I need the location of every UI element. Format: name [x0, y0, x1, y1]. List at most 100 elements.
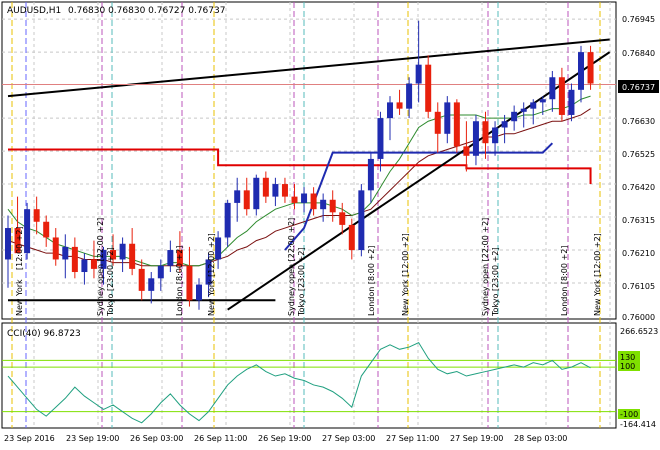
- candle-body: [5, 228, 11, 260]
- session-label: New York [12:00 +2]: [593, 233, 602, 316]
- candle-body: [167, 250, 174, 266]
- candle-body: [415, 64, 422, 84]
- candle-body: [71, 246, 78, 273]
- candle-body: [43, 221, 50, 238]
- indicator-pane-border: [1, 322, 617, 429]
- session-label: Sydney open [22:00 +2]: [287, 218, 296, 316]
- price-tick: 0.76630: [622, 117, 655, 126]
- current-price-label: 0.76737: [622, 83, 655, 92]
- candle-body: [367, 158, 374, 191]
- time-axis: 23 Sep 2016 23 Sep 19:00 26 Sep 03:00 26…: [4, 434, 567, 443]
- candle-body: [52, 237, 59, 260]
- price-axis: 0.76945 0.76840 0.76630 0.76525 0.76420 …: [622, 15, 655, 322]
- session-label: London [8:00 +2]: [367, 246, 376, 316]
- cci-series-line: [7, 341, 591, 424]
- current-price-marker: [618, 80, 659, 93]
- candle-body: [339, 212, 346, 225]
- time-tick: 28 Sep 03:00: [514, 434, 567, 443]
- price-tick: 0.76105: [622, 282, 655, 291]
- candle-body: [444, 102, 451, 134]
- candle-body: [396, 102, 403, 109]
- candle-body: [501, 121, 508, 128]
- candle-body: [387, 102, 393, 119]
- time-tick: 26 Sep 11:00: [194, 434, 247, 443]
- candle-body: [329, 199, 336, 213]
- candle-body: [119, 243, 126, 260]
- session-label: London [8:00 +2]: [560, 246, 569, 316]
- candle-body: [33, 209, 40, 222]
- candle-body: [434, 111, 441, 134]
- candle-body: [62, 246, 69, 260]
- candle-body: [348, 224, 355, 251]
- candle-body: [568, 89, 575, 115]
- candle-body: [110, 250, 117, 260]
- price-tick: 0.76315: [622, 216, 655, 225]
- session-label: Tokyo [23:00 +2]: [106, 247, 115, 317]
- candle-body: [100, 250, 107, 269]
- candle-body: [138, 268, 145, 291]
- candle-body: [215, 237, 222, 260]
- session-label: [12:00 +2]: [15, 226, 24, 270]
- candle-body: [472, 121, 479, 156]
- candle-body: [157, 265, 164, 279]
- price-tick: 0.76525: [622, 150, 655, 159]
- price-tick: 0.76945: [622, 15, 655, 24]
- price-tick: 0.76210: [622, 249, 655, 258]
- candle-body: [587, 52, 594, 84]
- trendline: [227, 51, 611, 311]
- cci-axis-top: 266.6523: [620, 327, 658, 336]
- cci-level-upper2: 100: [620, 362, 635, 371]
- candle-body: [301, 193, 308, 203]
- time-tick: 26 Sep 03:00: [130, 434, 183, 443]
- session-label: Tokyo [23:00 +2]: [297, 247, 306, 317]
- time-tick: 27 Sep 19:00: [450, 434, 503, 443]
- support-blue-line: [284, 142, 554, 251]
- candle-body: [90, 259, 97, 269]
- session-label: New York: [15, 279, 24, 316]
- session-label: New York [12:00 +2]: [207, 233, 216, 316]
- candle-body: [310, 193, 317, 210]
- candle-body: [224, 202, 231, 238]
- time-tick: 27 Sep 11:00: [386, 434, 439, 443]
- candle-body: [492, 127, 499, 144]
- candle-body: [425, 64, 432, 112]
- session-label: Sydney open [22:00 +2]: [481, 218, 490, 316]
- candle-body: [129, 243, 136, 269]
- ma-red-stepped-line: [8, 148, 592, 185]
- candle-body: [511, 111, 518, 122]
- session-labels: New York [12:00 +2] Sydney open [22:00 +…: [15, 218, 602, 317]
- symbol-label: AUDUSD,H1: [7, 6, 61, 16]
- session-label: New York [12:00 +2]: [401, 233, 410, 316]
- candle-body: [453, 102, 460, 147]
- cci-level-upper: 130: [620, 353, 635, 362]
- candle-body: [320, 199, 327, 210]
- cci-level-lower: -100: [620, 410, 638, 419]
- candle-body: [24, 209, 31, 254]
- candle-body: [81, 259, 88, 273]
- candle-body: [406, 83, 413, 109]
- price-tick: 0.76840: [622, 49, 655, 58]
- candle-body: [281, 184, 288, 197]
- cci-lower-level-marker: [618, 409, 640, 419]
- session-label: Tokyo [23:00 +2]: [491, 247, 500, 317]
- candles: [5, 20, 594, 310]
- cci-axis-bottom: -164.414: [620, 420, 656, 429]
- candle-body: [463, 146, 470, 156]
- candle-body: [291, 196, 298, 203]
- candle-body: [243, 190, 250, 210]
- time-tick: 23 Sep 19:00: [66, 434, 119, 443]
- candle-body: [578, 52, 584, 90]
- ohlc-readout: 0.76830 0.76830 0.76727 0.76737: [68, 6, 225, 16]
- price-tick: 0.76000: [622, 313, 655, 322]
- candle-body: [253, 177, 260, 210]
- time-tick: 26 Sep 19:00: [258, 434, 311, 443]
- candle-body: [558, 77, 565, 115]
- candle-body: [530, 102, 537, 109]
- candle-body: [482, 121, 489, 144]
- candle-body: [539, 99, 546, 103]
- candle-body: [186, 265, 193, 301]
- candle-body: [520, 108, 527, 112]
- candle-body: [262, 177, 269, 197]
